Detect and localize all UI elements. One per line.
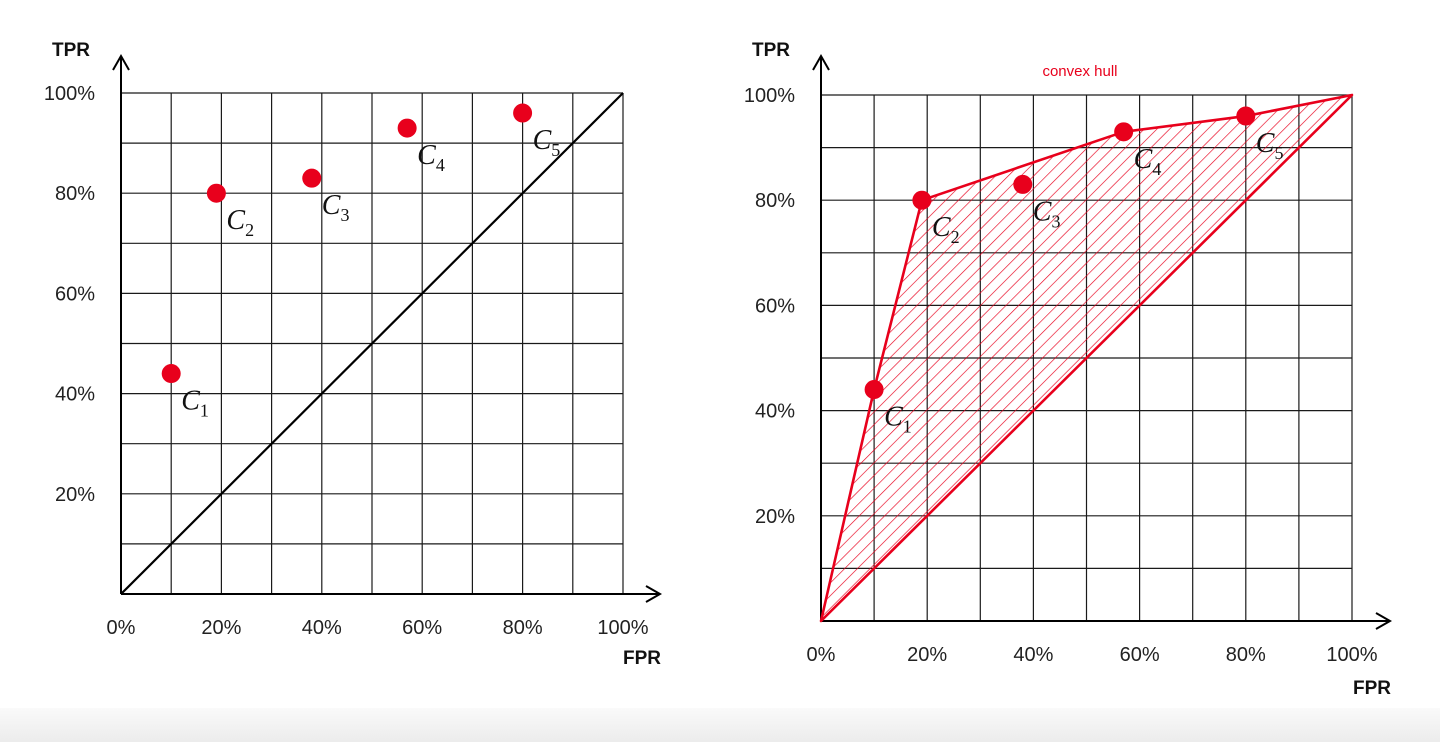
roc-convex-hull-chart: convex hull 0% 20% 40% 60% 80% 100% 20% 40% 60% 80… [744, 40, 1393, 699]
point-label-c1: C1 [181, 386, 209, 421]
point-label-c5: C5 [533, 125, 561, 160]
x-tick-label: 100% [597, 617, 648, 639]
x-axis-title: FPR [1353, 678, 1391, 699]
y-tick-label: 40% [755, 401, 795, 423]
data-point-c4 [397, 118, 417, 138]
x-axis-arrow [645, 585, 663, 603]
x-tick-label: 20% [201, 617, 241, 639]
x-tick-label: 20% [907, 644, 947, 666]
y-axis-title: TPR [52, 40, 90, 61]
x-tick-label: 0% [107, 617, 136, 639]
point-label-c3: C3 [322, 190, 350, 225]
x-tick-label: 40% [302, 617, 342, 639]
data-point-c3 [302, 168, 322, 188]
y-axis-title: TPR [752, 40, 790, 61]
y-tick-label: 80% [755, 190, 795, 212]
y-tick-label: 40% [55, 384, 95, 406]
data-point-c5 [1236, 106, 1256, 126]
data-point-c1 [161, 364, 181, 384]
x-axis-title: FPR [623, 648, 661, 669]
x-tick-label: 0% [807, 644, 836, 666]
grid [120, 92, 624, 595]
y-tick-label: 20% [55, 484, 95, 506]
roc-scatter-chart: 0% 20% 40% 60% 80% 100% 20% 40% 60% 80% 100% FPR TPR… [44, 40, 663, 669]
point-label-c4: C4 [417, 140, 445, 175]
y-tick-label: 100% [744, 85, 795, 107]
data-point-c2 [912, 190, 932, 210]
y-tick-label: 80% [55, 183, 95, 205]
data-point-c3 [1013, 174, 1033, 194]
y-tick-label: 60% [755, 295, 795, 317]
x-tick-label: 80% [1226, 644, 1266, 666]
x-axis-arrow [1375, 612, 1393, 630]
x-tick-label: 60% [402, 617, 442, 639]
data-point-c1 [864, 380, 884, 400]
y-tick-label: 20% [755, 506, 795, 528]
video-bottom-bar [0, 708, 1440, 742]
y-axis-arrow [112, 53, 130, 71]
data-point-c5 [513, 103, 533, 123]
y-tick-label: 60% [55, 283, 95, 305]
y-axis-arrow [812, 53, 830, 71]
y-tick-label: 100% [44, 83, 95, 105]
diagonal-line [120, 92, 624, 595]
point-label-c2: C2 [226, 205, 254, 240]
x-tick-label: 60% [1120, 644, 1160, 666]
x-tick-label: 40% [1013, 644, 1053, 666]
x-tick-label: 80% [503, 617, 543, 639]
x-tick-label: 100% [1326, 644, 1377, 666]
convex-hull-annotation: convex hull [1042, 63, 1117, 80]
data-point-c4 [1114, 122, 1134, 142]
point-label-c4: C4 [1134, 144, 1162, 179]
data-point-c2 [206, 183, 226, 203]
